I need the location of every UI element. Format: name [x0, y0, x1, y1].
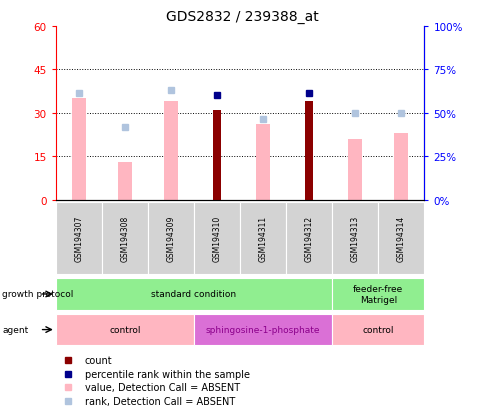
Text: growth protocol: growth protocol	[2, 290, 74, 299]
Text: percentile rank within the sample: percentile rank within the sample	[85, 369, 249, 379]
Text: value, Detection Call = ABSENT: value, Detection Call = ABSENT	[85, 382, 240, 392]
Text: GSM194309: GSM194309	[166, 215, 175, 262]
Bar	[118, 163, 132, 200]
Bar	[348, 140, 362, 200]
Text: GSM194313: GSM194313	[350, 216, 359, 261]
Text: sphingosine-1-phosphate: sphingosine-1-phosphate	[205, 325, 320, 334]
Text: GSM194310: GSM194310	[212, 216, 221, 261]
Bar	[286, 202, 332, 275]
Text: control: control	[109, 325, 140, 334]
Text: feeder-free
Matrigel: feeder-free Matrigel	[352, 285, 403, 304]
Bar	[240, 202, 286, 275]
Bar	[148, 202, 194, 275]
Bar	[256, 125, 270, 200]
Text: rank, Detection Call = ABSENT: rank, Detection Call = ABSENT	[85, 396, 235, 406]
Text: standard condition: standard condition	[151, 290, 236, 299]
Bar	[56, 202, 102, 275]
Bar	[332, 202, 378, 275]
Bar	[72, 99, 86, 200]
Bar	[194, 314, 332, 345]
Text: GDS2832 / 239388_at: GDS2832 / 239388_at	[166, 10, 318, 24]
Bar	[56, 314, 194, 345]
Bar	[332, 314, 424, 345]
Text: GSM194311: GSM194311	[258, 216, 267, 261]
Bar	[213, 111, 220, 200]
Text: GSM194308: GSM194308	[120, 216, 129, 261]
Text: GSM194314: GSM194314	[396, 216, 405, 261]
Bar	[305, 102, 312, 200]
Bar	[56, 278, 332, 310]
Bar	[194, 202, 240, 275]
Text: GSM194307: GSM194307	[74, 215, 83, 262]
Text: agent: agent	[2, 325, 29, 334]
Text: control: control	[362, 325, 393, 334]
Bar	[102, 202, 148, 275]
Bar	[164, 102, 178, 200]
Bar	[378, 202, 424, 275]
Bar	[332, 278, 424, 310]
Bar	[393, 134, 408, 200]
Text: GSM194312: GSM194312	[304, 216, 313, 261]
Text: count: count	[85, 355, 112, 365]
